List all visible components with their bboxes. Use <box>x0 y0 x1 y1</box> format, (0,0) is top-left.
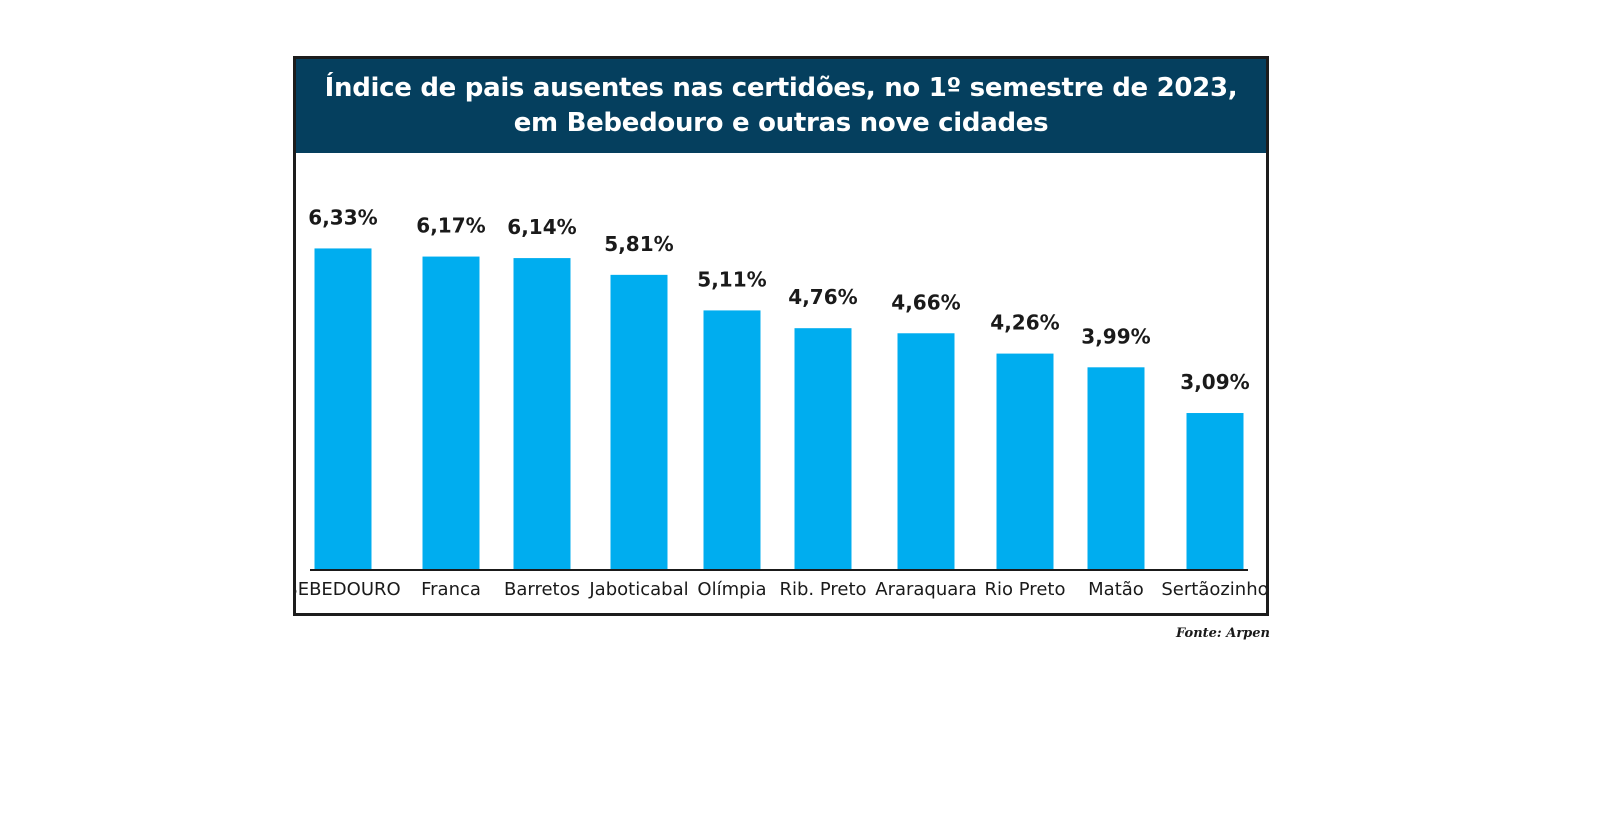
value-label-5: 4,76% <box>788 285 857 309</box>
bar-5 <box>794 328 852 570</box>
category-label-2: Barretos <box>504 579 580 600</box>
value-label-0: 6,33% <box>308 205 377 229</box>
bar-9 <box>1186 413 1244 570</box>
value-label-2: 6,14% <box>507 215 576 239</box>
value-label-4: 5,11% <box>697 267 766 291</box>
bar-chart: 6,33% 6,17% 6,14% 5,81% 5,11% 4,76% 4,66% 4,26%… <box>296 205 1266 600</box>
category-label-8: Matão <box>1088 579 1144 600</box>
value-label-7: 4,26% <box>990 311 1059 335</box>
category-label-9: Sertãozinho <box>1161 579 1266 600</box>
source-note: Fonte: Arpen <box>1176 626 1270 641</box>
value-label-9: 3,09% <box>1180 370 1249 394</box>
bar-1 <box>422 256 480 570</box>
chart-title-line-1: Índice de pais ausentes nas certidões, n… <box>324 73 1238 103</box>
value-label-1: 6,17% <box>416 214 485 238</box>
bar-6 <box>897 333 955 570</box>
chart-title: Índice de pais ausentes nas certidões, n… <box>296 59 1266 153</box>
bar-8 <box>1087 367 1145 570</box>
bar-2 <box>513 258 571 570</box>
category-label-0: BEBEDOURO <box>296 579 401 600</box>
value-label-6: 4,66% <box>891 290 960 314</box>
category-labels-group: BEBEDOURO Franca Barretos Jaboticabal Olímpi… <box>296 579 1266 600</box>
bar-3 <box>610 274 668 570</box>
category-label-7: Rio Preto <box>985 579 1066 600</box>
category-label-6: Araraquara <box>875 579 976 600</box>
bar-0 <box>314 248 372 570</box>
category-label-5: Rib. Preto <box>779 579 866 600</box>
bar-4 <box>703 310 761 570</box>
value-label-3: 5,81% <box>604 232 673 256</box>
category-label-4: Olímpia <box>697 579 766 600</box>
chart-title-line-2: em Bebedouro e outras nove cidades <box>513 108 1049 138</box>
bar-7 <box>996 353 1054 570</box>
chart-frame: Índice de pais ausentes nas certidões, n… <box>293 56 1269 616</box>
category-label-3: Jaboticabal <box>588 579 688 600</box>
value-label-8: 3,99% <box>1081 324 1150 348</box>
category-label-1: Franca <box>421 579 481 600</box>
bars-group <box>314 248 1244 570</box>
value-labels-group: 6,33% 6,17% 6,14% 5,81% 5,11% 4,76% 4,66% 4,26%… <box>308 205 1249 394</box>
